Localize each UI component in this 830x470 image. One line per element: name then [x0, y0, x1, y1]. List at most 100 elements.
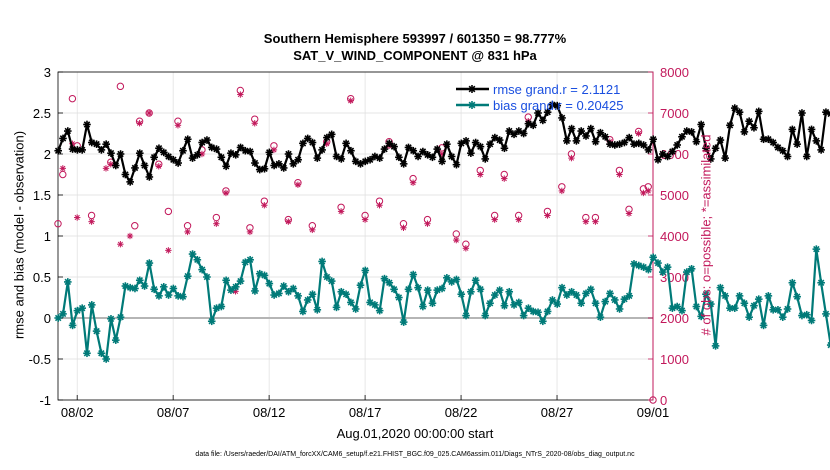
- data-point: [740, 128, 749, 136]
- data-point: [246, 255, 254, 264]
- data-point: [428, 299, 437, 308]
- data-point: [706, 300, 715, 308]
- data-point: [251, 287, 259, 295]
- data-point: [706, 155, 715, 163]
- data-point: [697, 120, 705, 129]
- data-point: [558, 114, 566, 122]
- data-point: [711, 144, 720, 153]
- data-point: [543, 108, 552, 116]
- data-point: [428, 153, 437, 162]
- obs-assimilated-marker: [424, 220, 431, 227]
- data-point: [68, 321, 77, 330]
- data-point: [342, 290, 350, 299]
- data-point: [361, 266, 370, 275]
- data-point: [222, 276, 230, 285]
- data-point: [553, 101, 562, 110]
- data-point: [515, 298, 523, 307]
- data-point: [606, 289, 614, 298]
- data-point: [702, 290, 710, 299]
- data-point: [116, 313, 125, 321]
- data-point: [342, 139, 350, 148]
- obs-assimilated-marker: [73, 214, 81, 221]
- obs-assimilated-marker: [88, 218, 95, 225]
- obs-assimilated-marker: [294, 181, 302, 188]
- obs-assimilated-marker: [126, 232, 134, 240]
- data-point: [692, 137, 701, 146]
- data-point: [438, 284, 446, 293]
- obs-assimilated-marker: [409, 179, 417, 186]
- data-point: [548, 101, 557, 109]
- data-point: [255, 165, 264, 174]
- data-point: [793, 140, 801, 148]
- data-point: [505, 127, 514, 135]
- data-point: [539, 317, 547, 326]
- data-point: [745, 117, 753, 125]
- data-point: [227, 286, 235, 294]
- y-axis-label-right: # of obs: o=possible; *=assimilated: [698, 134, 714, 336]
- obs-assimilated-marker: [270, 146, 278, 154]
- data-point: [443, 140, 451, 148]
- data-point: [769, 138, 777, 147]
- obs-assimilated-marker: [184, 228, 191, 236]
- data-point: [203, 136, 211, 144]
- legend-entry-bias: bias grand.r = 0.20425: [456, 98, 623, 113]
- obs-assimilated-marker: [515, 216, 522, 223]
- obs-possible-marker: [68, 94, 77, 103]
- data-point: [788, 278, 797, 287]
- data-point: [102, 355, 110, 363]
- chart-title: Southern Hemisphere 593997 / 601350 = 98…: [263, 31, 567, 46]
- data-point: [395, 153, 403, 162]
- data-point: [327, 130, 336, 139]
- data-point: [284, 287, 293, 296]
- data-point: [663, 263, 672, 271]
- data-point: [639, 141, 648, 149]
- data-point: [587, 124, 595, 133]
- data-point: [687, 265, 696, 273]
- data-point: [409, 146, 418, 155]
- data-point: [318, 146, 326, 154]
- obs-assimilated-marker: [102, 165, 110, 172]
- data-point: [347, 298, 355, 307]
- data-point: [313, 306, 322, 314]
- data-point: [419, 147, 427, 156]
- data-point: [140, 282, 149, 290]
- data-point: [318, 257, 326, 266]
- y-axis-label: rmse and bias (model - observation): [11, 130, 27, 340]
- data-point: [764, 292, 773, 300]
- data-file-footnote: data file: /Users/raeder/DAI/ATM_forcXX/…: [195, 451, 635, 458]
- data-point: [107, 315, 115, 323]
- data-point: [658, 268, 667, 276]
- data-point: [375, 306, 384, 315]
- data-point: [476, 142, 485, 151]
- obs-assimilated-marker: [361, 216, 369, 223]
- y-tick-label: -1: [39, 393, 51, 408]
- data-point: [179, 292, 187, 301]
- data-point: [375, 154, 384, 162]
- data-point: [294, 155, 302, 164]
- data-point: [390, 285, 398, 294]
- data-point: [798, 109, 806, 117]
- obs-assimilated-marker: [558, 187, 566, 195]
- data-point: [68, 145, 77, 153]
- data-point: [212, 145, 221, 153]
- data-point: [260, 164, 269, 173]
- data-point: [351, 305, 360, 313]
- data-point: [438, 157, 446, 166]
- data-point: [145, 173, 154, 181]
- data-point: [241, 146, 250, 155]
- obs-count-markers: [54, 82, 657, 404]
- obs-assimilated-marker: [616, 171, 623, 178]
- data-point: [423, 286, 432, 294]
- data-point: [543, 307, 552, 316]
- data-point: [380, 145, 389, 153]
- legend-marker: [468, 85, 476, 93]
- y-right-tick-label: 2000: [660, 311, 689, 326]
- data-point: [534, 308, 542, 317]
- data-point: [678, 306, 686, 315]
- data-point: [97, 146, 106, 154]
- data-point: [111, 161, 120, 170]
- data-point: [716, 283, 725, 292]
- series-rmse: [54, 101, 830, 186]
- data-point: [682, 268, 691, 276]
- data-point: [63, 127, 72, 135]
